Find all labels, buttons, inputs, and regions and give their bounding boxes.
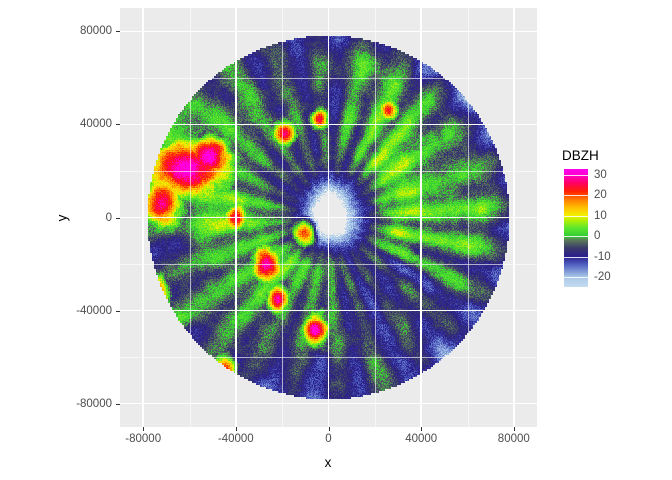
y-tick-mark — [116, 310, 120, 312]
x-tick-mark — [235, 427, 237, 431]
colorbar-tick-label: 10 — [594, 209, 607, 222]
x-tick-label: 0 — [325, 433, 332, 445]
x-tick-label: -80000 — [125, 433, 162, 445]
x-tick-label: -40000 — [217, 433, 254, 445]
colorbar-tick-label: -20 — [594, 270, 611, 283]
x-tick-label: 40000 — [405, 433, 438, 445]
colorbar-tick-mark — [564, 256, 588, 258]
y-tick-label: 40000 — [80, 118, 112, 131]
legend: DBZH 30 20 10 0 -10 -20 — [560, 148, 650, 293]
y-tick-label: 0 — [105, 211, 112, 224]
colorbar-tick-mark — [564, 195, 588, 197]
x-tick-mark — [513, 427, 515, 431]
colorbar-tick-mark — [564, 175, 588, 177]
gridline-major-horizontal — [120, 402, 537, 405]
colorbar — [564, 169, 588, 287]
colorbar-tick-mark — [564, 236, 588, 238]
gridline-major-horizontal — [120, 123, 537, 126]
y-tick-label: -40000 — [76, 304, 112, 317]
colorbar-tick-label: -10 — [594, 250, 611, 263]
colorbar-tick-mark — [564, 276, 588, 278]
legend-title: DBZH — [562, 148, 599, 163]
colorbar-tick-label: 0 — [594, 230, 601, 243]
y-tick-mark — [116, 31, 120, 33]
y-tick-mark — [116, 124, 120, 126]
x-tick-mark — [328, 427, 330, 431]
colorbar-tick-label: 30 — [594, 169, 607, 182]
gridline-major-horizontal — [120, 30, 537, 33]
colorbar-tick-label: 20 — [594, 189, 607, 202]
x-tick-mark — [421, 427, 423, 431]
y-tick-label: 80000 — [80, 25, 112, 38]
x-tick-mark — [143, 427, 145, 431]
x-axis-title: x — [324, 455, 332, 470]
y-tick-label: -80000 — [76, 397, 112, 410]
gridline-major-horizontal — [120, 309, 537, 312]
y-tick-mark — [116, 217, 120, 219]
plot-panel — [120, 8, 537, 427]
y-tick-mark — [116, 403, 120, 405]
gridline-major-horizontal — [120, 216, 537, 219]
x-tick-label: 80000 — [497, 433, 530, 445]
y-axis-title: y — [54, 214, 70, 222]
colorbar-tick-mark — [564, 215, 588, 217]
legend-body: 30 20 10 0 -10 -20 — [560, 169, 650, 293]
